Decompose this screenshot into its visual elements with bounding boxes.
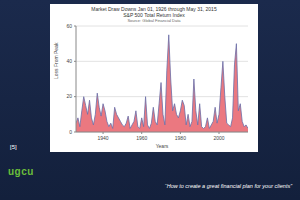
svg-text:Years: Years xyxy=(156,143,169,149)
svg-text:40: 40 xyxy=(66,58,72,64)
html-text:Source: Global Financial Data: Source: Global Financial Data xyxy=(127,18,181,23)
html-text:S&P 500 Total Return Index: S&P 500 Total Return Index xyxy=(123,12,185,18)
svg-text:20: 20 xyxy=(66,93,72,99)
svg-text:60: 60 xyxy=(66,24,72,29)
html-text:Market Draw Downs Jan 01, 1926: Market Draw Downs Jan 01, 1926 through M… xyxy=(91,6,217,12)
html-text:ugcu: ugcu xyxy=(8,166,34,177)
svg-text:1940: 1940 xyxy=(97,135,108,141)
html-text:[5]: [5] xyxy=(10,144,17,150)
svg-text:Loss From Peak: Loss From Peak xyxy=(53,42,59,79)
svg-text:1980: 1980 xyxy=(175,135,186,141)
svg-text:1960: 1960 xyxy=(136,135,147,141)
svg-text:2000: 2000 xyxy=(213,135,224,141)
svg-text:0: 0 xyxy=(69,129,72,135)
html-text:“How to create a great financi: “How to create a great financial plan fo… xyxy=(164,183,292,189)
